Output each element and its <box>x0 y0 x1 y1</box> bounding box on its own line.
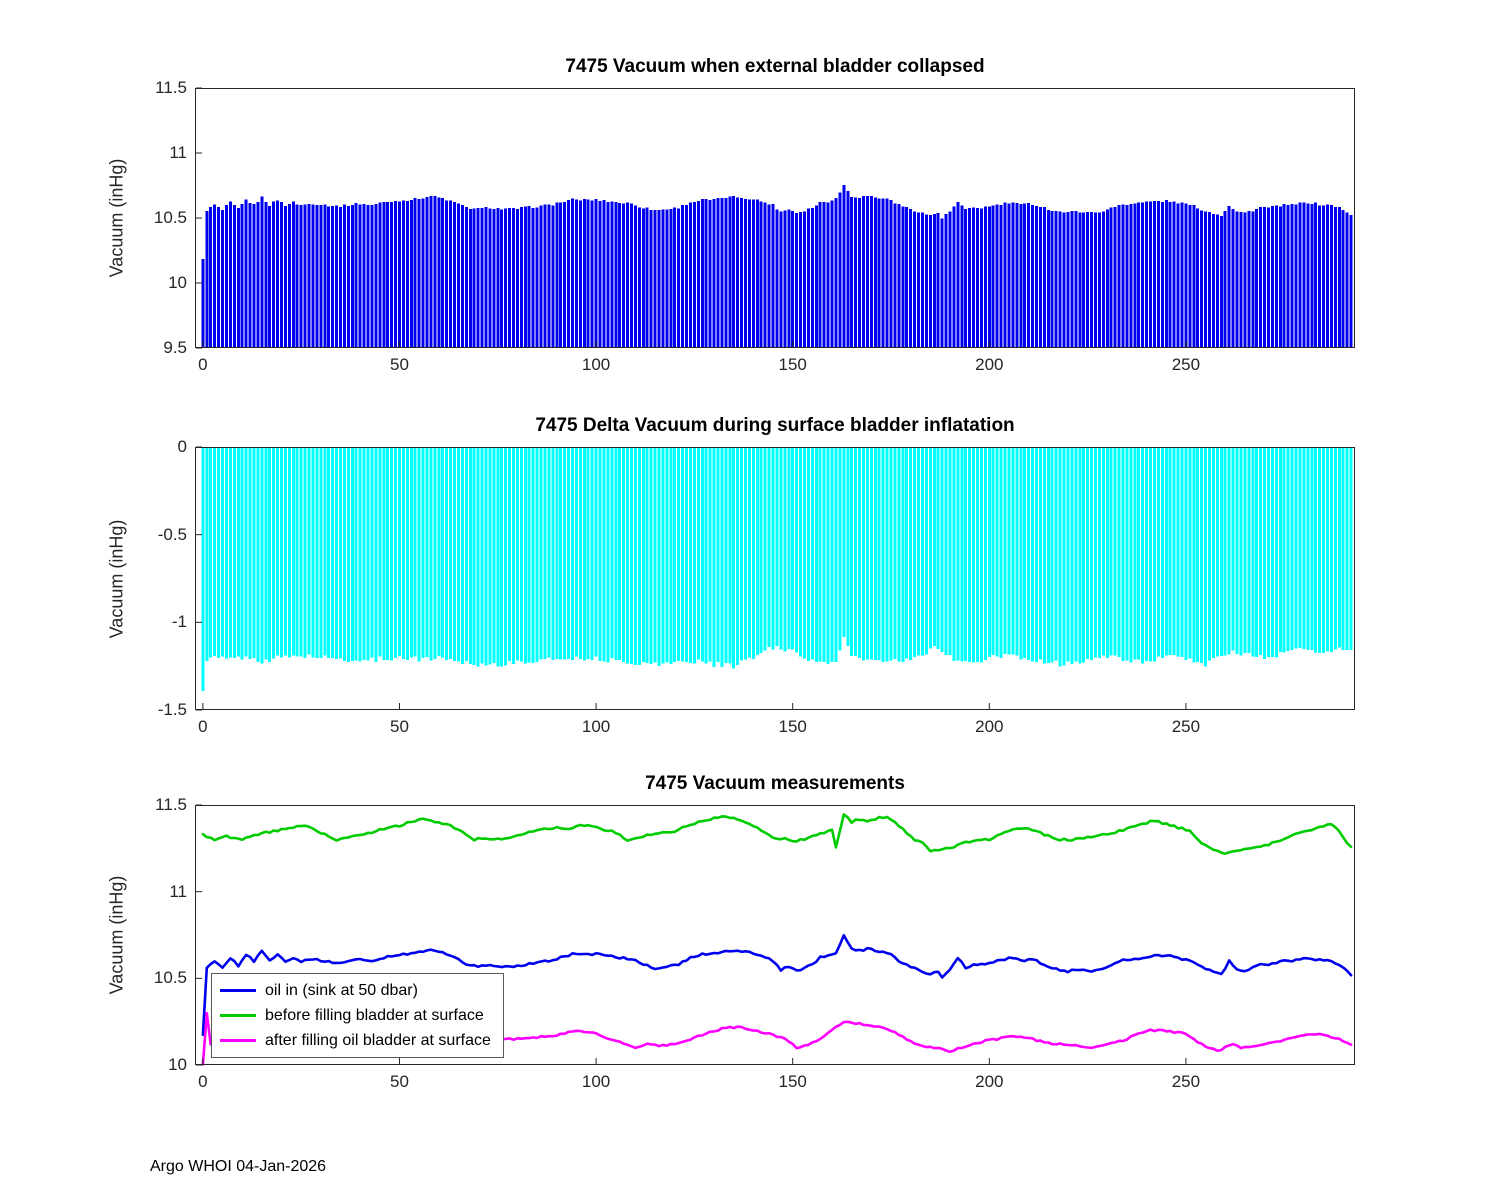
y-tick-label: 9.5 <box>163 338 187 357</box>
y-tick-label: 10.5 <box>153 968 187 988</box>
x-tick-label: 50 <box>390 1072 409 1091</box>
legend-line-after-filling-icon <box>220 1039 256 1042</box>
y-tick-label: 0 <box>177 437 187 456</box>
chart-vacuum-collapsed: 7475 Vacuum when external bladder collap… <box>107 56 1355 374</box>
y-axis-label-vacuum-measurements: Vacuum (inHg) <box>106 875 127 995</box>
x-tick-label: 0 <box>198 717 208 736</box>
y-tick-label: -1.5 <box>157 700 187 719</box>
x-tick-label: 200 <box>975 355 1004 374</box>
x-tick-label: 0 <box>198 1072 208 1091</box>
plot-area-vacuum-collapsed <box>195 87 1355 349</box>
x-tick-label: 250 <box>1171 717 1201 736</box>
x-tick-label: 200 <box>975 717 1004 736</box>
x-tick-label: 150 <box>778 1072 807 1091</box>
x-tick-label: 100 <box>581 717 611 736</box>
y-tick-label: 11.5 <box>155 795 187 814</box>
x-tick-label: 0 <box>198 355 208 374</box>
x-tick-label: 50 <box>390 355 409 374</box>
chart-delta-vacuum: 7475 Delta Vacuum during surface bladder… <box>107 415 1355 736</box>
x-tick-label: 250 <box>1171 1072 1201 1091</box>
legend-item-after-filling: after filling oil bladder at surface <box>220 1028 491 1053</box>
y-axis-label-vacuum-collapsed: Vacuum (inHg) <box>106 158 127 278</box>
legend-line-before-filling-icon <box>220 1014 256 1017</box>
legend-label-before-filling: before filling bladder at surface <box>265 1006 484 1024</box>
legend-line-oil-in-icon <box>220 989 256 992</box>
y-tick-label: 10 <box>168 273 187 292</box>
y-tick-label: 10.5 <box>153 208 187 227</box>
y-axis-label-delta-vacuum: Vacuum (inHg) <box>106 519 127 638</box>
y-tick-label: -0.5 <box>157 524 187 544</box>
chart-vacuum-measurements: 7475 Vacuum measurements Vacuum (inHg) o… <box>107 773 1355 1091</box>
legend-item-before-filling: before filling bladder at surface <box>220 1003 491 1028</box>
y-tick-label: 11 <box>169 143 187 162</box>
figure-footer: Argo WHOI 04-Jan-2026 <box>150 1158 327 1175</box>
x-tick-label: 100 <box>581 355 611 374</box>
plot-area-delta-vacuum <box>195 446 1355 711</box>
y-tick-label: 11.5 <box>155 78 187 97</box>
x-tick-label: 100 <box>581 1072 611 1091</box>
legend-item-oil-in: oil in (sink at 50 dbar) <box>220 978 491 1003</box>
chart-title-vacuum-measurements: 7475 Vacuum measurements <box>645 773 905 794</box>
plot-area-vacuum-measurements <box>195 804 1355 1066</box>
x-tick-label: 150 <box>778 355 807 374</box>
y-tick-label: 11 <box>169 881 187 901</box>
y-tick-label: 10 <box>168 1055 187 1074</box>
legend: oil in (sink at 50 dbar) before filling … <box>211 973 504 1058</box>
x-tick-label: 200 <box>975 1072 1004 1091</box>
x-tick-label: 150 <box>778 717 807 736</box>
legend-label-oil-in: oil in (sink at 50 dbar) <box>265 981 418 999</box>
chart-title-vacuum-collapsed: 7475 Vacuum when external bladder collap… <box>565 56 985 77</box>
chart-title-delta-vacuum: 7475 Delta Vacuum during surface bladder… <box>535 415 1015 436</box>
x-tick-label: 50 <box>390 717 409 736</box>
y-tick-label: -1 <box>171 612 187 632</box>
x-tick-label: 250 <box>1171 355 1201 374</box>
legend-label-after-filling: after filling oil bladder at surface <box>265 1031 491 1049</box>
